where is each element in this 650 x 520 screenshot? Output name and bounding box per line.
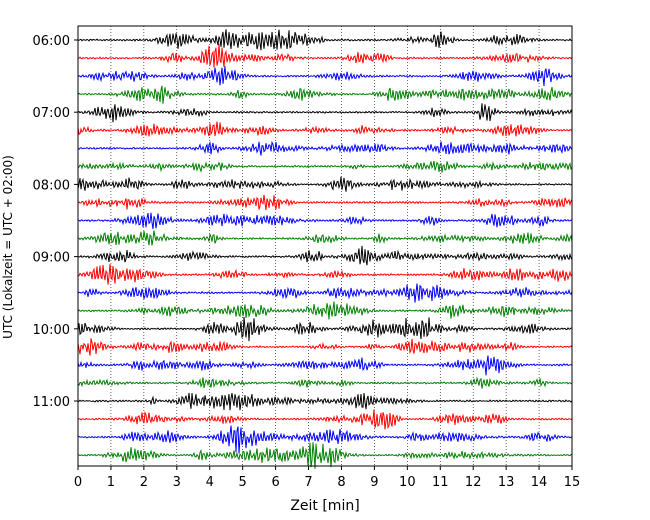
trace-line bbox=[77, 425, 573, 454]
trace-line bbox=[77, 245, 573, 266]
x-tick-label: 6 bbox=[271, 475, 279, 490]
trace-line bbox=[77, 66, 573, 87]
trace-line bbox=[77, 194, 573, 211]
trace-line bbox=[77, 442, 573, 469]
x-tick-label: 11 bbox=[432, 475, 449, 490]
y-tick-label: 09:00 bbox=[33, 251, 70, 266]
x-tick-label: 12 bbox=[465, 475, 482, 490]
y-tick-label: 10:00 bbox=[33, 323, 70, 338]
plot-frame bbox=[77, 25, 573, 467]
trace-line bbox=[77, 29, 573, 51]
trace-line bbox=[77, 85, 573, 104]
x-tick-label: 14 bbox=[531, 475, 548, 490]
trace-line bbox=[77, 301, 573, 320]
trace-line bbox=[77, 409, 573, 430]
x-tick-label: 2 bbox=[140, 475, 148, 490]
x-tick-label: 7 bbox=[304, 475, 312, 490]
trace-line bbox=[77, 160, 573, 173]
x-tick-label: 8 bbox=[337, 475, 345, 490]
x-axis-ticks: 0 1 2 3 4 5 6 7 8 9 10 11 12 13 14 15 bbox=[74, 466, 580, 490]
x-tick-label: 13 bbox=[498, 475, 515, 490]
x-tick-label: 5 bbox=[239, 475, 247, 490]
trace-line bbox=[77, 376, 573, 389]
x-tick-label: 9 bbox=[370, 475, 378, 490]
y-axis-label: UTC (Lokalzeit = UTC + 02:00) bbox=[1, 155, 15, 339]
trace-line bbox=[77, 103, 573, 123]
y-tick-label: 06:00 bbox=[33, 34, 70, 49]
trace-line bbox=[77, 43, 573, 68]
x-tick-label: 3 bbox=[173, 475, 181, 490]
y-tick-label: 08:00 bbox=[33, 178, 70, 193]
trace-line bbox=[77, 392, 573, 411]
trace-line bbox=[77, 230, 573, 246]
x-axis-label: Zeit [min] bbox=[290, 498, 359, 514]
y-tick-label: 11:00 bbox=[33, 395, 70, 410]
trace-line bbox=[77, 140, 573, 156]
y-tick-label: 07:00 bbox=[33, 106, 70, 121]
trace-line bbox=[77, 283, 573, 303]
trace-line bbox=[77, 176, 573, 192]
trace-line bbox=[77, 338, 573, 356]
trace-line bbox=[77, 212, 573, 230]
x-tick-label: 15 bbox=[564, 475, 581, 490]
vertical-grid bbox=[110, 26, 540, 466]
trace-line bbox=[77, 121, 573, 137]
trace-line bbox=[77, 355, 573, 376]
trace-line bbox=[77, 316, 573, 342]
y-axis-ticks: 06:00 07:00 08:00 09:00 10:00 11:00 bbox=[33, 34, 78, 410]
trace-line bbox=[77, 264, 573, 285]
x-tick-label: 4 bbox=[206, 475, 214, 490]
x-tick-label: 10 bbox=[399, 475, 416, 490]
x-tick-label: 1 bbox=[107, 475, 115, 490]
x-tick-label: 0 bbox=[74, 475, 82, 490]
trace-group bbox=[77, 29, 573, 469]
